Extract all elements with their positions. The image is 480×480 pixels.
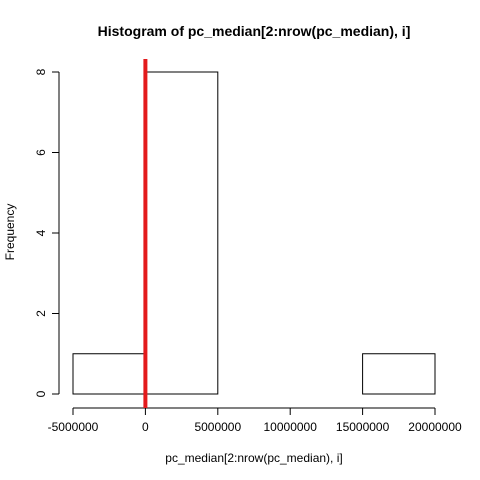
y-tick-label: 2 — [34, 310, 48, 317]
x-tick-label: 5000000 — [194, 420, 241, 434]
histogram-bar-0 — [72, 353, 146, 395]
x-axis: -5000000 0 5000000 10000000 15000000 20000000 — [48, 407, 462, 434]
histogram-bar-4 — [362, 353, 436, 395]
y-tick-label: 4 — [34, 229, 48, 236]
x-axis-label: pc_median[2:nrow(pc_median), i] — [165, 451, 342, 465]
y-axis-label: Frequency — [3, 204, 17, 261]
x-tick-label: 10000000 — [264, 420, 318, 434]
x-tick-label: 0 — [142, 420, 149, 434]
chart-title: Histogram of pc_median[2:nrow(pc_median)… — [98, 23, 411, 39]
x-tick-label: 20000000 — [408, 420, 462, 434]
y-tick-label: 8 — [34, 68, 48, 75]
histogram-bars — [72, 71, 436, 395]
y-axis: 0 2 4 6 8 — [34, 68, 60, 397]
histogram-bar-1 — [144, 71, 219, 395]
y-tick-label: 0 — [34, 390, 48, 397]
x-tick-label: -5000000 — [48, 420, 99, 434]
y-tick-label: 6 — [34, 149, 48, 156]
x-tick-label: 15000000 — [336, 420, 390, 434]
